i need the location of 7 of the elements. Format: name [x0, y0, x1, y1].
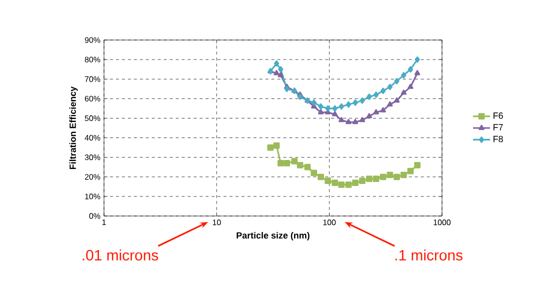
legend-label: F7 [494, 124, 503, 130]
y-axis-title: Filtration Efficiency [69, 86, 78, 170]
text: .1 microns [395, 250, 462, 260]
legend-label: F6 [494, 112, 503, 119]
x-axis-title: Particle size (nm) [236, 232, 310, 240]
legend-label: F8 [494, 136, 503, 142]
text: .01 microns [82, 250, 158, 260]
